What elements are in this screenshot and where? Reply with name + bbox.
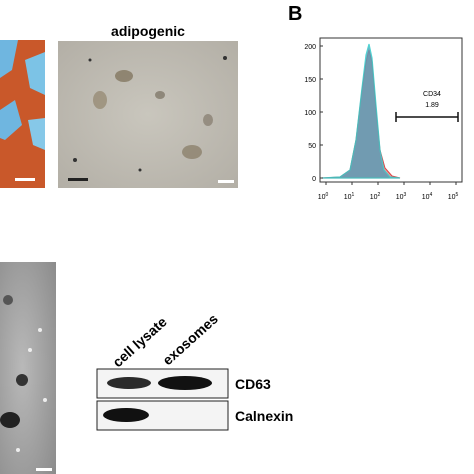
tick-base: 10 <box>448 194 456 201</box>
y-tick-label: 200 <box>304 44 316 51</box>
lane-label: cell lysate <box>109 313 170 370</box>
tick-base: 10 <box>318 194 326 201</box>
panel-label: B <box>288 3 302 25</box>
y-tick-label: 50 <box>308 143 316 150</box>
y-tick-label: 150 <box>304 77 316 84</box>
lane-label: exosomes <box>159 310 221 368</box>
x-tick-label: 104 <box>422 192 433 201</box>
em-image <box>0 262 56 474</box>
tick-exp: 5 <box>456 192 459 198</box>
tick-base: 10 <box>370 194 378 201</box>
tick-exp: 0 <box>326 192 329 198</box>
x-tick-label: 102 <box>370 192 381 201</box>
x-tick-label: 100 <box>318 192 329 201</box>
y-tick-label: 100 <box>304 110 316 117</box>
gate-name: CD34 <box>423 91 441 98</box>
panel-title: adipogenic <box>111 23 185 39</box>
blot <box>96 368 229 431</box>
x-tick-label: 105 <box>448 192 459 201</box>
band-label: Calnexin <box>235 408 293 424</box>
tick-exp: 3 <box>404 192 407 198</box>
band-label: CD63 <box>235 376 271 392</box>
tick-base: 10 <box>396 194 404 201</box>
y-tick-label: 0 <box>312 176 316 183</box>
gate-value: 1.89 <box>425 102 439 109</box>
tick-exp: 1 <box>352 192 355 198</box>
adipogenic-image <box>58 41 238 188</box>
x-tick-label: 101 <box>344 192 355 201</box>
histogram <box>319 37 463 183</box>
tick-base: 10 <box>422 194 430 201</box>
tick-exp: 2 <box>378 192 381 198</box>
x-tick-label: 103 <box>396 192 407 201</box>
stain-image <box>0 40 45 188</box>
tick-exp: 4 <box>430 192 433 198</box>
tick-base: 10 <box>344 194 352 201</box>
